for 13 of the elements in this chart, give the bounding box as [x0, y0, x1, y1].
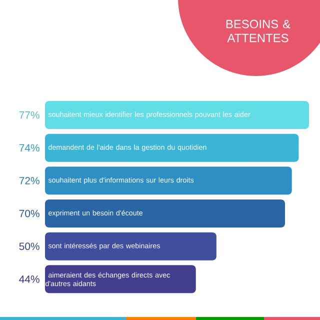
- data-label: 44%: [19, 276, 40, 283]
- bar: [45, 265, 196, 294]
- data-label: 72%: [19, 177, 40, 184]
- data-label: 74%: [19, 144, 40, 152]
- data-label: 70%: [19, 210, 40, 218]
- data-label: 50%: [19, 242, 40, 250]
- bar: [45, 200, 285, 228]
- bar: [45, 232, 216, 260]
- bar: [45, 166, 292, 195]
- chart-title: BESOINS & ATTENTES: [226, 20, 290, 42]
- bar: [45, 101, 309, 130]
- bar: [45, 134, 299, 162]
- data-label: 77%: [19, 111, 40, 119]
